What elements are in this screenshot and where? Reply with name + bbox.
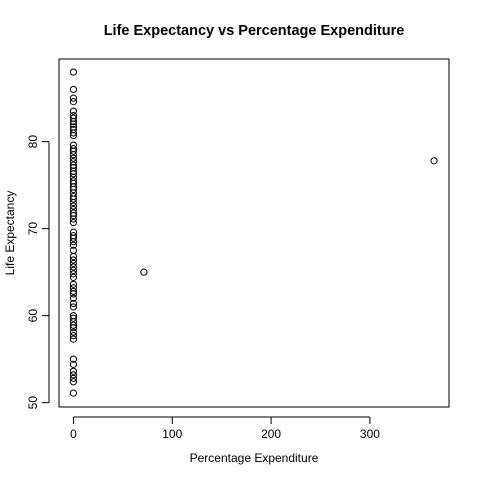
data-point	[69, 374, 78, 382]
data-point	[430, 157, 438, 165]
data-point	[69, 389, 78, 397]
data-point	[69, 195, 78, 203]
y-axis: 50 60 70 80	[26, 135, 50, 410]
data-point	[69, 360, 78, 368]
data-point	[69, 218, 78, 227]
data-point	[69, 147, 78, 155]
data-point	[69, 120, 78, 128]
data-point	[69, 151, 78, 159]
data-point	[69, 238, 78, 246]
data-point	[69, 202, 78, 210]
x-axis: 0 100 200 300	[70, 416, 380, 441]
data-point	[69, 68, 78, 76]
data-point	[69, 378, 78, 386]
y-tick-label: 80	[26, 135, 40, 149]
data-point	[69, 198, 78, 207]
data-point	[69, 85, 78, 94]
x-tick-label: 0	[70, 427, 77, 441]
data-point	[140, 268, 148, 276]
data-point	[69, 290, 78, 298]
data-point	[69, 371, 78, 379]
data-point	[69, 314, 78, 322]
y-tick-label: 70	[26, 222, 40, 236]
data-point	[69, 94, 78, 102]
data-point	[69, 215, 78, 223]
data-point	[69, 303, 78, 311]
x-tick-label: 200	[261, 427, 281, 441]
data-point	[69, 259, 78, 268]
data-point	[69, 131, 78, 140]
data-point	[69, 170, 78, 178]
y-tick-label: 60	[26, 309, 40, 323]
chart-title: Life Expectancy vs Percentage Expenditur…	[104, 23, 405, 39]
data-point	[69, 321, 78, 329]
data-point	[69, 154, 78, 162]
data-point	[69, 129, 78, 137]
data-point	[69, 234, 78, 242]
data-point	[69, 118, 78, 126]
data-point	[69, 273, 78, 281]
data-point	[69, 287, 78, 295]
data-point	[69, 294, 78, 302]
data-point	[69, 266, 78, 275]
data-point	[69, 263, 78, 271]
data-point	[69, 355, 78, 363]
x-tick-label: 300	[360, 427, 380, 441]
data-point	[69, 332, 78, 340]
data-point	[69, 328, 78, 336]
plot-frame	[58, 58, 450, 408]
data-point	[69, 98, 78, 106]
data-points	[69, 68, 438, 397]
data-point	[69, 270, 78, 278]
data-point	[69, 256, 78, 264]
data-point	[69, 367, 78, 375]
data-point	[69, 107, 78, 115]
data-point	[69, 324, 78, 332]
data-point	[69, 252, 78, 261]
x-tick-label: 100	[162, 427, 182, 441]
data-point	[69, 299, 78, 308]
data-point	[69, 280, 78, 288]
data-point	[69, 185, 78, 194]
y-axis-label: Life Expectancy	[3, 191, 17, 276]
y-tick-label: 50	[26, 396, 40, 410]
data-point	[69, 241, 78, 249]
x-axis-label: Percentage Expenditure	[190, 451, 319, 465]
data-point	[69, 212, 78, 220]
data-point	[69, 335, 78, 343]
